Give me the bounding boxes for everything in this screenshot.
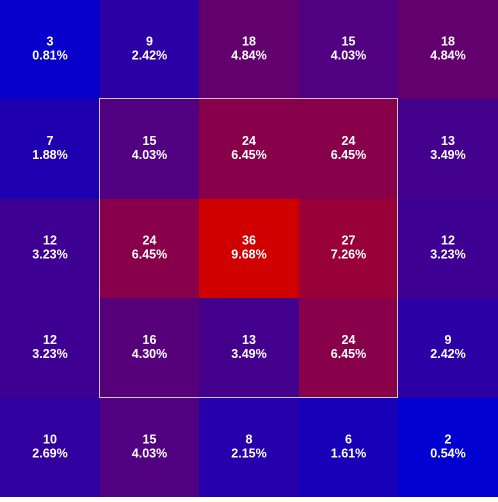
heatmap-cell-r0-c1	[100, 0, 199, 99]
cell-count-label: 27	[342, 234, 356, 248]
heatmap-cell-r3-c3	[299, 298, 398, 398]
heatmap-cell-r2-c3	[299, 199, 398, 298]
heatmap-cell-r1-c3	[299, 99, 398, 199]
heatmap-cell-r2-c1	[100, 199, 199, 298]
heatmap-cell-r4-c3	[299, 398, 398, 497]
cell-count-label: 10	[43, 433, 57, 447]
cell-percent-label: 9.68%	[231, 248, 266, 262]
heatmap-cell-r1-c2	[199, 99, 299, 199]
cell-count-label: 24	[342, 333, 356, 347]
heatmap-cell-r3-c1	[100, 298, 199, 398]
cell-percent-label: 3.23%	[32, 347, 67, 361]
heatmap-cell-r3-c2	[199, 298, 299, 398]
heatmap-cell-r3-c0	[0, 298, 100, 398]
cell-count-label: 2	[445, 433, 452, 447]
cell-percent-label: 4.03%	[132, 148, 167, 162]
heatmap-cell-r0-c3	[299, 0, 398, 99]
cell-percent-label: 3.23%	[430, 248, 465, 262]
cell-percent-label: 4.30%	[132, 347, 167, 361]
cell-count-label: 18	[242, 35, 256, 49]
heatmap-cell-r1-c1	[100, 99, 199, 199]
heatmap-cell-r0-c2	[199, 0, 299, 99]
cell-count-label: 13	[242, 333, 256, 347]
highlight-region-border	[99, 98, 398, 398]
cell-percent-label: 6.45%	[231, 148, 266, 162]
cell-count-label: 24	[342, 134, 356, 148]
heatmap-cell-r1-c4	[398, 99, 498, 199]
cell-count-label: 15	[143, 134, 157, 148]
cell-count-label: 24	[143, 234, 157, 248]
cell-percent-label: 4.03%	[132, 447, 167, 461]
cell-percent-label: 3.23%	[32, 248, 67, 262]
heatmap-cell-r2-c0	[0, 199, 100, 298]
cell-count-label: 36	[242, 234, 256, 248]
cell-count-label: 16	[143, 333, 157, 347]
cell-percent-label: 4.84%	[231, 49, 266, 63]
cell-count-label: 6	[345, 433, 352, 447]
labels-layer: 30.81%92.42%184.84%154.03%184.84%71.88%1…	[32, 35, 465, 461]
heatmap-cell-r2-c4	[398, 199, 498, 298]
cell-percent-label: 0.81%	[32, 49, 67, 63]
cell-count-label: 13	[441, 134, 455, 148]
heatmap-cell-r0-c0	[0, 0, 100, 99]
heatmap-cell-r4-c4	[398, 398, 498, 497]
cell-count-label: 7	[47, 134, 54, 148]
heatmap-cell-r4-c0	[0, 398, 100, 497]
cell-percent-label: 4.03%	[331, 49, 366, 63]
heatmap-cell-r3-c4	[398, 298, 498, 398]
cell-percent-label: 2.42%	[430, 347, 465, 361]
cell-count-label: 9	[445, 333, 452, 347]
cell-percent-label: 1.61%	[331, 447, 366, 461]
heatmap-cell-r1-c0	[0, 99, 100, 199]
cell-percent-label: 4.84%	[430, 49, 465, 63]
cell-percent-label: 2.69%	[32, 447, 67, 461]
heatmap-cell-r4-c2	[199, 398, 299, 497]
cell-count-label: 24	[242, 134, 256, 148]
cell-percent-label: 1.88%	[32, 148, 67, 162]
heatmap-cell-r2-c2	[199, 199, 299, 298]
cell-count-label: 8	[246, 433, 253, 447]
cell-percent-label: 6.45%	[331, 148, 366, 162]
cell-count-label: 12	[43, 234, 57, 248]
cell-count-label: 15	[143, 433, 157, 447]
heatmap-cell-r0-c4	[398, 0, 498, 99]
heatmap-cell-r4-c1	[100, 398, 199, 497]
cell-count-label: 15	[342, 35, 356, 49]
cell-percent-label: 3.49%	[231, 347, 266, 361]
cell-percent-label: 6.45%	[331, 347, 366, 361]
cell-percent-label: 0.54%	[430, 447, 465, 461]
cell-count-label: 3	[47, 35, 54, 49]
cell-count-label: 12	[43, 333, 57, 347]
cell-percent-label: 3.49%	[430, 148, 465, 162]
cell-percent-label: 7.26%	[331, 248, 366, 262]
cell-count-label: 12	[441, 234, 455, 248]
cell-count-label: 9	[146, 35, 153, 49]
cell-percent-label: 2.42%	[132, 49, 167, 63]
cell-percent-label: 2.15%	[231, 447, 266, 461]
cell-count-label: 18	[441, 35, 455, 49]
cell-percent-label: 6.45%	[132, 248, 167, 262]
